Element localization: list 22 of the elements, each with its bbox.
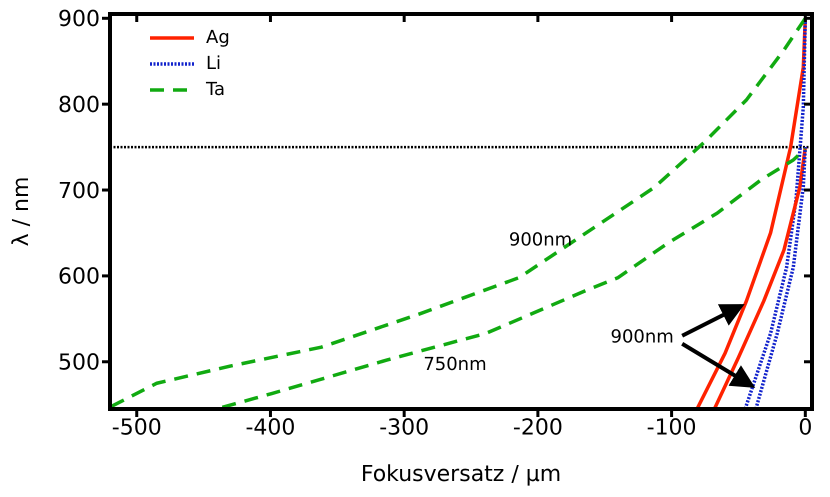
- y-axis-title: λ / nm: [8, 176, 34, 246]
- x-tick-label: -400: [245, 416, 296, 441]
- x-tick-label: -200: [512, 416, 563, 441]
- y-tick-label: 800: [58, 92, 100, 118]
- y-tick-label: 600: [58, 264, 100, 290]
- x-tick-label: 0: [798, 416, 812, 441]
- x-axis-title: Fokusversatz / μm: [360, 462, 562, 487]
- annotation: 900nm: [610, 326, 674, 348]
- annotation: 900nm: [508, 230, 572, 251]
- line-series: [754, 145, 808, 409]
- legend-label: Ta: [205, 78, 226, 100]
- legend-label: Ag: [206, 26, 230, 48]
- y-tick-label: 900: [58, 7, 100, 32]
- line-series: [220, 147, 808, 409]
- y-tick-label: 500: [58, 350, 100, 376]
- legend-label: Li: [206, 52, 222, 74]
- x-tick-label: -300: [379, 416, 430, 441]
- y-tick-label: 700: [58, 178, 100, 204]
- line-series: [110, 16, 808, 408]
- x-tick-label: -100: [646, 416, 697, 441]
- annotation: 750nm: [423, 354, 487, 376]
- x-tick-label: -500: [112, 416, 162, 441]
